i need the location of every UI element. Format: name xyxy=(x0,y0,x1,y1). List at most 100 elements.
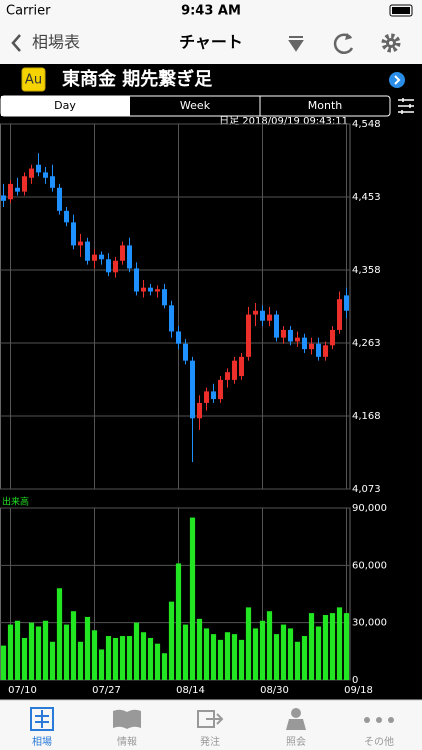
candle-body xyxy=(127,245,132,269)
back-label[interactable]: 相場表 xyxy=(32,33,80,52)
volume-bar xyxy=(322,615,329,680)
clock: 9:43 AM xyxy=(181,4,241,19)
tab-icon-more[interactable] xyxy=(364,717,370,723)
candle-body xyxy=(197,402,202,419)
volume-bar xyxy=(77,641,84,680)
volume-bar xyxy=(266,611,273,680)
volume-bar xyxy=(14,620,21,680)
refresh-icon[interactable] xyxy=(333,33,354,54)
tab-day[interactable]: Day xyxy=(54,99,76,112)
candle-body xyxy=(176,331,181,344)
candle-body xyxy=(260,310,265,321)
volume-bar xyxy=(343,613,350,680)
y-tick-label: 0 xyxy=(352,675,358,686)
candle-body xyxy=(50,176,55,188)
volume-bar xyxy=(210,634,217,680)
sort-icon[interactable] xyxy=(288,36,304,52)
candle-body xyxy=(71,222,76,246)
tab-month[interactable]: Month xyxy=(308,99,343,112)
volume-bar xyxy=(105,636,112,680)
volume-bar xyxy=(294,641,301,680)
volume-bar xyxy=(140,632,147,680)
y-tick-label: 30,000 xyxy=(352,618,387,629)
candle-body xyxy=(274,314,279,338)
volume-bar xyxy=(56,588,63,680)
info-chevron xyxy=(394,75,401,85)
candle-body xyxy=(204,391,209,403)
candle-body xyxy=(218,379,223,400)
volume-bar xyxy=(301,636,308,680)
candle-body xyxy=(267,314,272,321)
info-button[interactable] xyxy=(389,72,405,88)
tab-label[interactable]: 照会 xyxy=(286,735,306,748)
candle-body xyxy=(162,289,167,306)
candle-body xyxy=(29,168,34,178)
volume-bar xyxy=(245,607,252,680)
x-tick-label: 07/27 xyxy=(92,685,121,696)
candle-body xyxy=(169,305,174,332)
tab-icon-order-arrow xyxy=(206,713,224,725)
volume-bar xyxy=(63,624,70,680)
tab-icon-inquiry[interactable] xyxy=(291,708,301,718)
candle-body xyxy=(134,268,139,292)
tab-icon-market[interactable] xyxy=(30,707,54,731)
filter-icon[interactable] xyxy=(398,98,414,114)
candle-body xyxy=(323,345,328,357)
volume-bar xyxy=(161,653,168,680)
candle-body xyxy=(15,187,20,192)
candle-body xyxy=(92,254,97,261)
candle-body xyxy=(295,337,300,342)
volume-bar xyxy=(126,636,133,680)
volume-bar xyxy=(42,620,49,680)
volume-bar xyxy=(217,639,224,680)
candle-body xyxy=(99,254,104,260)
tab-week[interactable]: Week xyxy=(180,99,211,112)
tab-label[interactable]: その他 xyxy=(364,735,394,748)
volume-bar xyxy=(21,637,28,680)
charts: 07/10 07/27 08/14 08/30 09/18 4,073 4,168 4,263… xyxy=(0,119,387,696)
candle-body xyxy=(183,343,188,361)
volume-bar xyxy=(175,563,182,680)
candle-body xyxy=(155,289,160,292)
settings-icon[interactable] xyxy=(381,33,401,53)
volume-bar xyxy=(84,616,91,680)
candle-body xyxy=(190,360,195,419)
candle-body xyxy=(288,329,293,342)
x-tick-label: 09/18 xyxy=(344,685,373,696)
tab-icon-info[interactable] xyxy=(113,709,141,729)
y-tick-label: 4,453 xyxy=(352,192,381,203)
candle-body xyxy=(64,210,69,223)
badge xyxy=(21,67,46,92)
volume-bar xyxy=(182,624,189,680)
x-tick-label: 07/10 xyxy=(8,685,37,696)
volume-bar xyxy=(133,622,140,680)
tab-icon-inquiry-body xyxy=(286,719,306,730)
x-tick-label: 08/14 xyxy=(176,685,205,696)
tab-label[interactable]: 相場 xyxy=(32,735,52,748)
tab-icon-more xyxy=(376,717,382,723)
volume-title: 出来高 xyxy=(2,496,29,508)
battery-level xyxy=(392,7,410,14)
y-tick-label: 4,548 xyxy=(352,119,381,130)
candle-body xyxy=(36,164,41,173)
volume-bar xyxy=(49,641,56,680)
back-icon[interactable] xyxy=(11,34,21,52)
volume-bar xyxy=(224,632,231,680)
tab-label[interactable]: 情報 xyxy=(117,735,137,748)
top-bar xyxy=(0,0,422,64)
volume-bar xyxy=(70,611,77,680)
tab-selected xyxy=(1,96,130,116)
volume-bar xyxy=(238,639,245,680)
tab-label[interactable]: 発注 xyxy=(200,735,220,748)
y-tick-label: 4,168 xyxy=(352,411,381,422)
volume-bar xyxy=(273,634,280,680)
candle-body xyxy=(246,314,251,357)
volume-bar xyxy=(154,643,161,680)
badge-label: Au xyxy=(25,73,42,88)
volume-bar xyxy=(336,607,343,680)
tab-bar xyxy=(0,700,422,750)
tab-icon-more xyxy=(388,717,394,723)
candle-body xyxy=(85,241,90,261)
y-tick-label: 4,073 xyxy=(352,484,381,495)
